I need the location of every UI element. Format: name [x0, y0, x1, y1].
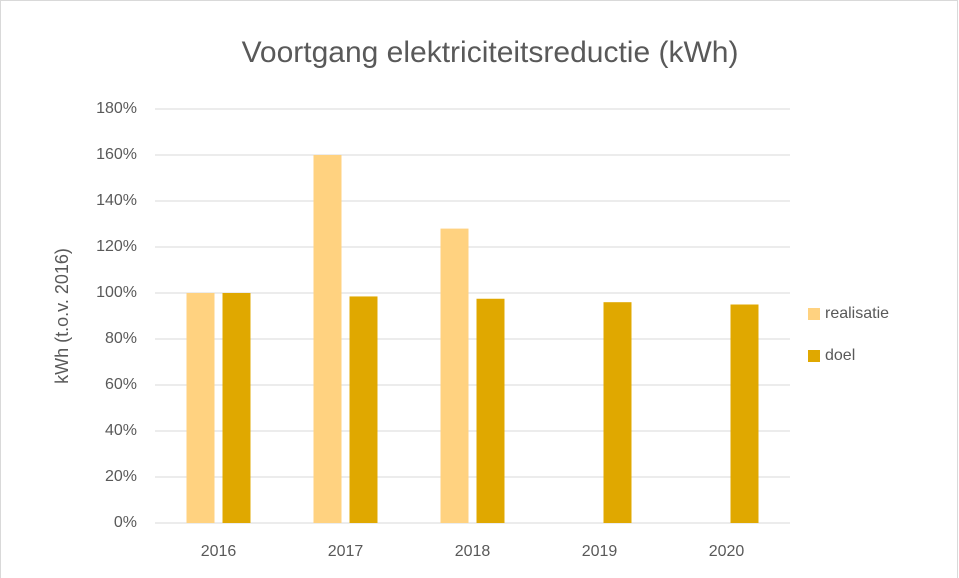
x-tick-label: 2017: [328, 543, 364, 560]
legend-label: doel: [825, 347, 855, 364]
y-tick-label: 0%: [114, 514, 137, 531]
bar: [476, 298, 505, 523]
y-tick-label: 180%: [96, 100, 137, 117]
y-tick-label: 80%: [105, 330, 137, 347]
y-tick-label: 120%: [96, 238, 137, 255]
bar: [603, 302, 632, 523]
y-tick-label: 20%: [105, 468, 137, 485]
y-tick-label: 60%: [105, 376, 137, 393]
legend-label: realisatie: [825, 305, 889, 322]
bar: [313, 155, 342, 523]
legend-swatch: [808, 350, 820, 362]
y-tick-label: 100%: [96, 284, 137, 301]
y-axis-label: kWh (t.o.v. 2016): [52, 248, 72, 384]
chart-title: Voortgang elektriciteitsreductie (kWh): [242, 36, 739, 69]
bar: [222, 293, 251, 523]
bar: [349, 296, 378, 523]
bar: [730, 304, 759, 523]
legend-swatch: [808, 308, 820, 320]
y-tick-label: 140%: [96, 192, 137, 209]
x-tick-label: 2019: [582, 543, 618, 560]
y-tick-label: 40%: [105, 422, 137, 439]
x-tick-label: 2016: [201, 543, 237, 560]
bar: [440, 228, 469, 523]
y-tick-label: 160%: [96, 146, 137, 163]
bar: [186, 293, 215, 523]
x-tick-label: 2020: [709, 543, 745, 560]
x-tick-label: 2018: [455, 543, 491, 560]
